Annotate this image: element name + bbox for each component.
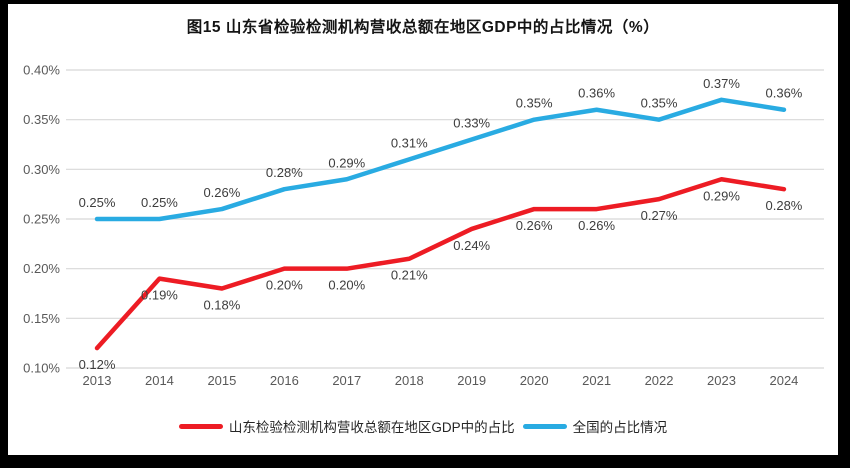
x-tick-label: 2013 (83, 373, 112, 388)
y-tick-label: 0.35% (23, 112, 60, 127)
national-line-swatch (522, 423, 567, 429)
x-tick-label: 2023 (707, 373, 736, 388)
data-label: 0.26% (516, 218, 553, 233)
legend-label-national: 全国的占比情况 (572, 420, 668, 435)
series-line-0 (94, 177, 787, 351)
legend-label-shandong: 山东检验检测机构营收总额在地区GDP中的占比 (228, 420, 515, 435)
x-tick-label: 2016 (270, 373, 299, 388)
data-label: 0.21% (391, 268, 428, 283)
x-tick-label: 2015 (207, 373, 236, 388)
data-label: 0.19% (141, 288, 178, 303)
data-label: 0.25% (141, 195, 178, 210)
y-tick-label: 0.20% (23, 261, 60, 276)
y-tick-label: 0.15% (23, 311, 60, 326)
data-label: 0.27% (641, 208, 678, 223)
data-label: 0.35% (516, 96, 553, 111)
data-label: 0.33% (453, 116, 490, 131)
chart-card: 图15 山东省检验检测机构营收总额在地区GDP中的占比情况（%） 0.10% 0.… (8, 4, 838, 455)
data-label: 0.26% (578, 218, 615, 233)
y-tick-label: 0.25% (23, 212, 60, 227)
x-tick-label: 2021 (582, 373, 611, 388)
x-tick-label: 2017 (332, 373, 361, 388)
x-tick-label: 2024 (769, 373, 798, 388)
chart-title: 图15 山东省检验检测机构营收总额在地区GDP中的占比情况（%） (186, 19, 660, 36)
legend-item-national: 全国的占比情况 (522, 416, 668, 436)
data-label: 0.37% (703, 76, 740, 91)
y-tick-label: 0.10% (23, 361, 60, 376)
data-label: 0.20% (266, 278, 303, 293)
line-chart: 0.10% 0.15% 0.20% 0.25% 0.30% 0.35% 0.40% 2013 2… (23, 63, 824, 388)
x-tick-label: 2018 (395, 373, 424, 388)
x-tick-label: 2014 (145, 373, 174, 388)
data-label: 0.18% (203, 298, 240, 313)
data-label: 0.35% (641, 96, 678, 111)
data-label: 0.28% (266, 165, 303, 180)
data-label: 0.31% (391, 135, 428, 150)
x-tick-label: 2022 (645, 373, 674, 388)
data-label: 0.36% (578, 86, 615, 101)
data-label: 0.26% (203, 185, 240, 200)
data-label: 0.20% (328, 278, 365, 293)
data-label: 0.29% (703, 188, 740, 203)
y-tick-label: 0.30% (23, 162, 60, 177)
shandong-line-swatch (178, 423, 223, 429)
data-label: 0.25% (79, 195, 116, 210)
data-label: 0.24% (453, 238, 490, 253)
x-tick-label: 2020 (520, 373, 549, 388)
legend: 山东检验检测机构营收总额在地区GDP中的占比 全国的占比情况 (8, 416, 838, 436)
series-line-1 (94, 97, 787, 222)
data-label: 0.29% (328, 155, 365, 170)
data-label: 0.36% (766, 86, 803, 101)
data-label: 0.12% (79, 357, 116, 372)
x-tick-label: 2019 (457, 373, 486, 388)
y-tick-label: 0.40% (23, 63, 60, 78)
data-label: 0.28% (766, 198, 803, 213)
legend-item-shandong: 山东检验检测机构营收总额在地区GDP中的占比 (178, 416, 515, 436)
